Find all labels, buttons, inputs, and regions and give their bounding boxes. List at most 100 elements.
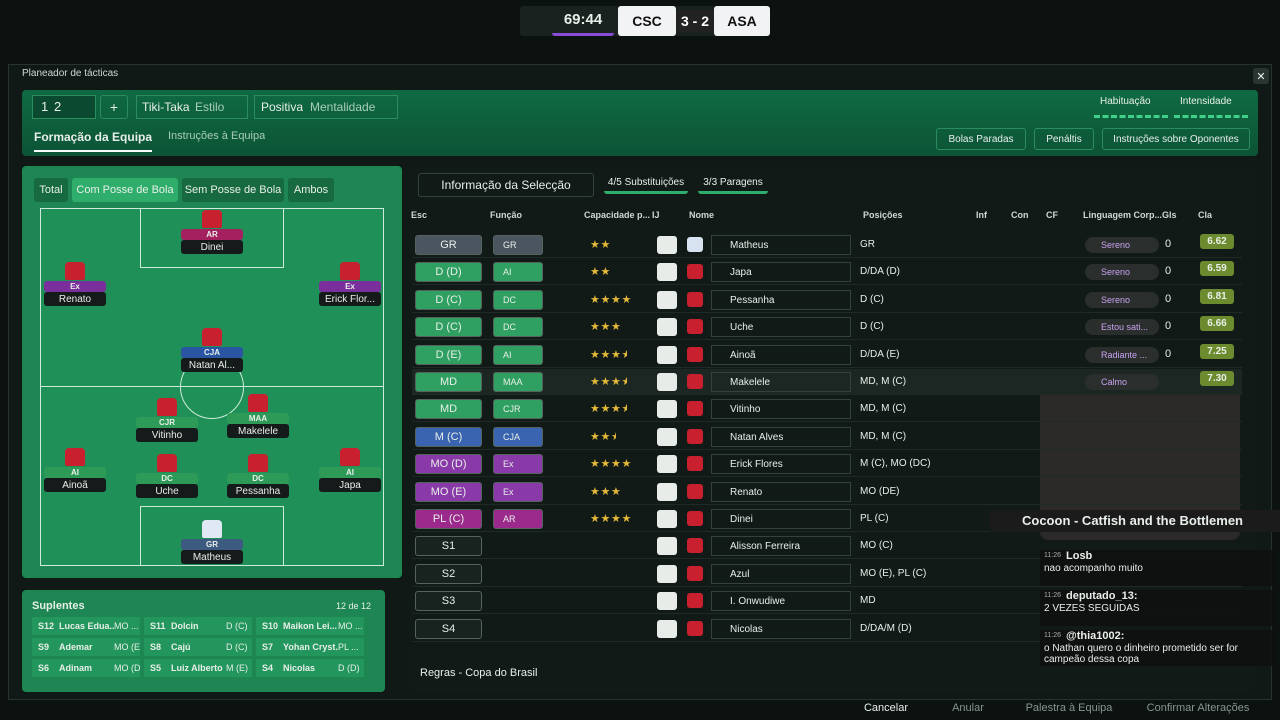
meter[interactable]: Intensidade — [1174, 96, 1248, 118]
slot-button[interactable]: D (D) — [415, 262, 482, 283]
name-box[interactable]: Pessanha — [711, 289, 851, 310]
tab[interactable]: Instruções à Equipa — [168, 130, 266, 142]
player-name[interactable]: Ainoã — [44, 478, 106, 492]
style-box[interactable] — [136, 95, 248, 119]
mentality-box[interactable] — [254, 95, 398, 119]
player-name[interactable]: Renato — [44, 292, 106, 306]
role-button[interactable]: MAA — [493, 372, 543, 392]
column-header[interactable]: Cla — [1198, 210, 1213, 220]
footer-button[interactable]: Cancelar — [863, 702, 909, 714]
add-tactic[interactable]: + — [100, 95, 128, 119]
slot-button[interactable]: MD — [415, 372, 482, 392]
player-name[interactable]: Matheus — [181, 550, 243, 564]
slot-button[interactable]: MO (E) — [415, 481, 482, 502]
pitch-filter[interactable]: Sem Posse de Bola — [182, 178, 284, 202]
player-name[interactable]: Makelele — [227, 424, 289, 438]
bench-row[interactable] — [144, 617, 252, 635]
footer-button[interactable]: Palestra à Equipa — [1025, 702, 1113, 714]
pitch-filter[interactable]: Total — [34, 178, 68, 202]
column-header[interactable]: Gls — [1162, 210, 1177, 220]
slot-button[interactable]: S2 — [415, 563, 482, 584]
pitch-filter[interactable]: Com Posse de Bola — [72, 178, 178, 202]
name-box[interactable]: Renato — [711, 481, 851, 502]
role-button[interactable]: Ex — [493, 454, 543, 475]
meter[interactable]: Habituação — [1094, 96, 1168, 118]
header-button[interactable]: Instruções sobre Oponentes — [1102, 128, 1250, 150]
pitch-filter[interactable]: Ambos — [288, 178, 334, 202]
slot-button[interactable]: S3 — [415, 591, 482, 612]
header-button[interactable]: Penáltis — [1034, 128, 1094, 150]
slot-button[interactable]: M (C) — [415, 426, 482, 447]
footer-button[interactable]: Anular — [952, 702, 984, 714]
player-name[interactable]: Pessanha — [227, 484, 289, 498]
name-box[interactable]: Nicolas — [711, 618, 851, 639]
column-header[interactable]: Con — [1011, 210, 1029, 220]
name-box[interactable]: I. Onwudiwe — [711, 591, 851, 612]
player-icon[interactable] — [657, 592, 677, 611]
player-name[interactable]: Uche — [136, 484, 198, 498]
player-icon[interactable] — [657, 564, 677, 583]
footer-button[interactable]: Confirmar Alterações — [1146, 702, 1250, 714]
column-header[interactable]: Função — [490, 210, 523, 220]
name-box[interactable]: Matheus — [711, 235, 851, 255]
role-button[interactable]: CJA — [493, 426, 543, 447]
player-icon[interactable] — [657, 400, 677, 419]
role-button[interactable]: AR — [493, 509, 543, 529]
slot-button[interactable]: PL (C) — [415, 509, 482, 529]
column-header[interactable]: Nome — [689, 210, 715, 220]
column-header[interactable]: IJ — [652, 210, 660, 220]
name-box[interactable]: Japa — [711, 262, 851, 283]
role-button[interactable]: AI — [493, 344, 543, 365]
player-icon[interactable] — [657, 318, 677, 337]
bench-row[interactable] — [32, 659, 140, 677]
player-icon[interactable] — [657, 263, 677, 282]
header-button[interactable]: Bolas Paradas — [936, 128, 1026, 150]
slot-button[interactable]: GR — [415, 235, 482, 255]
role-button[interactable]: DC — [493, 289, 543, 310]
role-button[interactable]: Ex — [493, 481, 543, 502]
name-box[interactable]: Vitinho — [711, 399, 851, 420]
column-header[interactable]: Capacidade p... — [584, 210, 651, 220]
player-icon[interactable] — [657, 290, 677, 309]
bench-row[interactable] — [256, 617, 364, 635]
bench-row[interactable] — [256, 638, 364, 656]
player-icon[interactable] — [657, 455, 677, 474]
player-name[interactable]: Japa — [319, 478, 381, 492]
slot-button[interactable]: MO (D) — [415, 454, 482, 475]
player-icon[interactable] — [657, 345, 677, 364]
column-header[interactable]: Esc — [411, 210, 428, 220]
player-name[interactable]: Natan Al... — [181, 358, 243, 372]
player-name[interactable]: Dinei — [181, 240, 243, 254]
bench-row[interactable] — [32, 638, 140, 656]
name-box[interactable]: Natan Alves — [711, 426, 851, 447]
role-button[interactable]: DC — [493, 317, 543, 338]
player-icon[interactable] — [657, 482, 677, 501]
player-icon[interactable] — [657, 373, 677, 391]
name-box[interactable]: Makelele — [711, 372, 851, 392]
bench-row[interactable] — [32, 617, 140, 635]
column-header[interactable]: Linguagem Corp... — [1083, 210, 1163, 220]
column-header[interactable]: Inf — [976, 210, 987, 220]
name-box[interactable]: Erick Flores — [711, 454, 851, 475]
player-name[interactable]: Vitinho — [136, 428, 198, 442]
slot-button[interactable]: S1 — [415, 536, 482, 557]
role-button[interactable]: GR — [493, 235, 543, 255]
tab[interactable]: Formação da Equipa — [34, 130, 153, 152]
player-icon[interactable] — [657, 427, 677, 446]
player-icon[interactable] — [657, 510, 677, 528]
column-header[interactable]: Posições — [863, 210, 903, 220]
name-box[interactable]: Dinei — [711, 509, 851, 529]
bench-row[interactable] — [256, 659, 364, 677]
player-icon[interactable] — [657, 236, 677, 254]
close-button[interactable]: ✕ — [1253, 68, 1269, 84]
player-name[interactable]: Erick Flor... — [319, 292, 381, 306]
bench-row[interactable] — [144, 638, 252, 656]
role-button[interactable]: AI — [493, 262, 543, 283]
name-box[interactable]: Alisson Ferreira — [711, 536, 851, 557]
slot-button[interactable]: MD — [415, 399, 482, 420]
slot-button[interactable]: D (E) — [415, 344, 482, 365]
name-box[interactable]: Uche — [711, 317, 851, 338]
slot-button[interactable]: D (C) — [415, 317, 482, 338]
player-icon[interactable] — [657, 537, 677, 556]
column-header[interactable]: CF — [1046, 210, 1058, 220]
